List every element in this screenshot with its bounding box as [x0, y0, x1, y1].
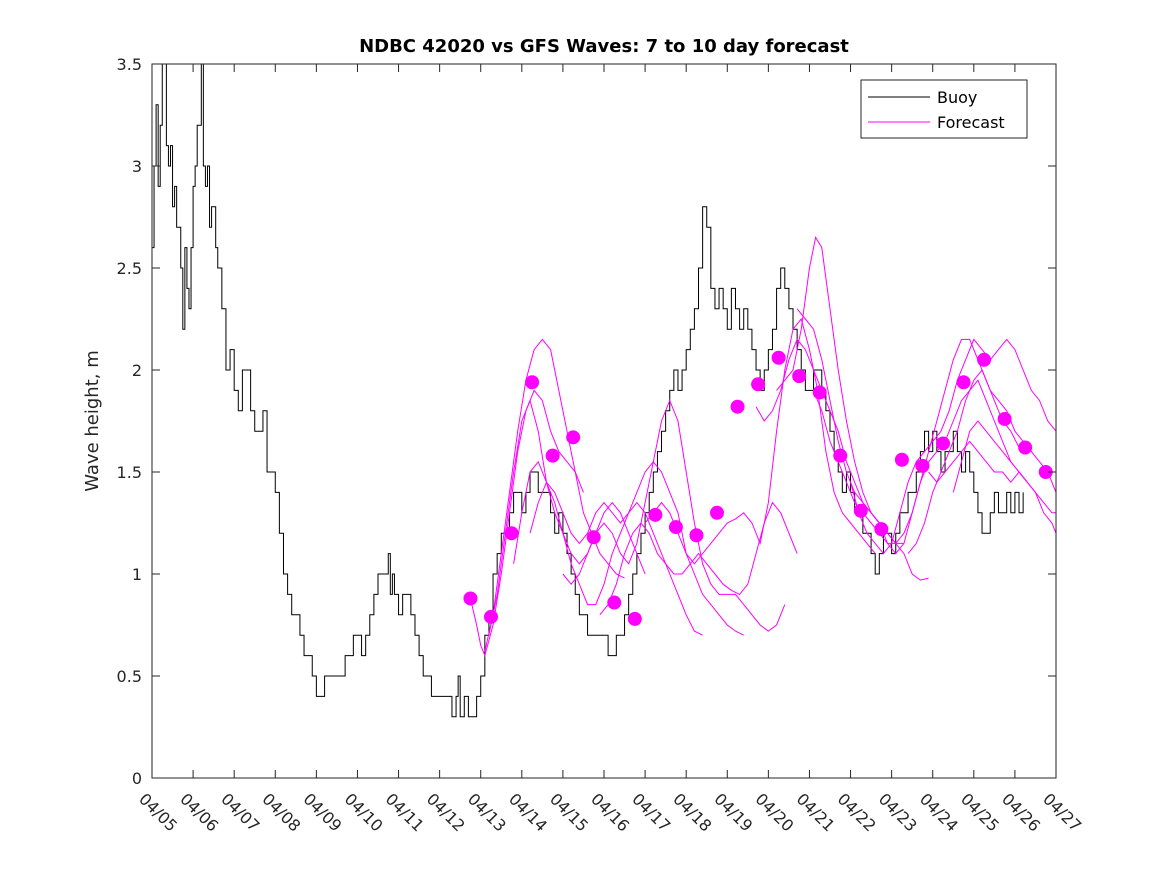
forecast-series-line	[776, 236, 929, 581]
forecast-point	[648, 507, 663, 522]
forecast-series-line	[488, 399, 646, 636]
forecast-point	[525, 375, 540, 390]
y-axis: 0 0.5 1 1.5 2 2.5 3 3.5	[117, 55, 1056, 788]
chart-title: NDBC 42020 vs GFS Waves: 7 to 10 day for…	[359, 36, 849, 57]
forecast-point	[894, 452, 909, 467]
plot-area	[152, 64, 1056, 778]
forecast-point	[566, 430, 581, 445]
forecast-series-line	[529, 461, 744, 636]
y-axis-label: Wave height, m	[82, 350, 103, 491]
forecast-point	[689, 528, 704, 543]
forecast-point	[833, 448, 848, 463]
forecast-point	[853, 503, 868, 518]
forecast-point	[586, 530, 601, 545]
forecast-point	[730, 399, 745, 414]
y-tick-label: 0	[132, 769, 142, 788]
forecast-series-line	[952, 420, 1056, 514]
forecast-point	[977, 352, 992, 367]
forecast-series-line	[469, 389, 584, 658]
forecast-series-line	[562, 399, 786, 632]
y-tick-label: 3	[132, 157, 142, 176]
forecast-point	[463, 591, 478, 606]
legend-forecast-label: Forecast	[937, 113, 1005, 132]
series-layer	[152, 64, 1056, 718]
forecast-point	[874, 522, 889, 537]
y-tick-label: 1	[132, 565, 142, 584]
forecast-series-line	[513, 460, 703, 636]
y-tick-label: 2	[132, 361, 142, 380]
forecast-series-line	[644, 317, 876, 565]
y-tick-label: 3.5	[117, 55, 142, 74]
y-tick-label: 0.5	[117, 667, 142, 686]
forecast-series-line	[907, 369, 1056, 554]
forecast-point	[915, 458, 930, 473]
forecast-point	[751, 377, 766, 392]
forecast-series-line	[850, 338, 1056, 555]
forecast-point	[627, 611, 642, 626]
forecast-series-line	[484, 338, 625, 652]
legend: Buoy Forecast	[860, 79, 1028, 139]
forecast-series-line	[928, 440, 1056, 534]
forecast-point	[936, 436, 950, 451]
forecast-point	[812, 385, 827, 400]
forecast-point	[545, 448, 560, 463]
forecast-point	[484, 609, 498, 624]
y-tick-label: 2.5	[117, 259, 142, 278]
forecast-point	[792, 369, 807, 384]
forecast-point	[710, 505, 724, 520]
forecast-point	[997, 411, 1012, 426]
legend-box	[860, 79, 1028, 139]
forecast-point	[771, 350, 786, 365]
forecast-point	[607, 595, 622, 610]
forecast-point	[956, 375, 971, 390]
forecast-point	[504, 526, 519, 541]
forecast-point	[1018, 440, 1033, 455]
forecast-point	[668, 520, 683, 535]
y-tick-label: 1.5	[117, 463, 142, 482]
legend-buoy-label: Buoy	[937, 88, 977, 107]
